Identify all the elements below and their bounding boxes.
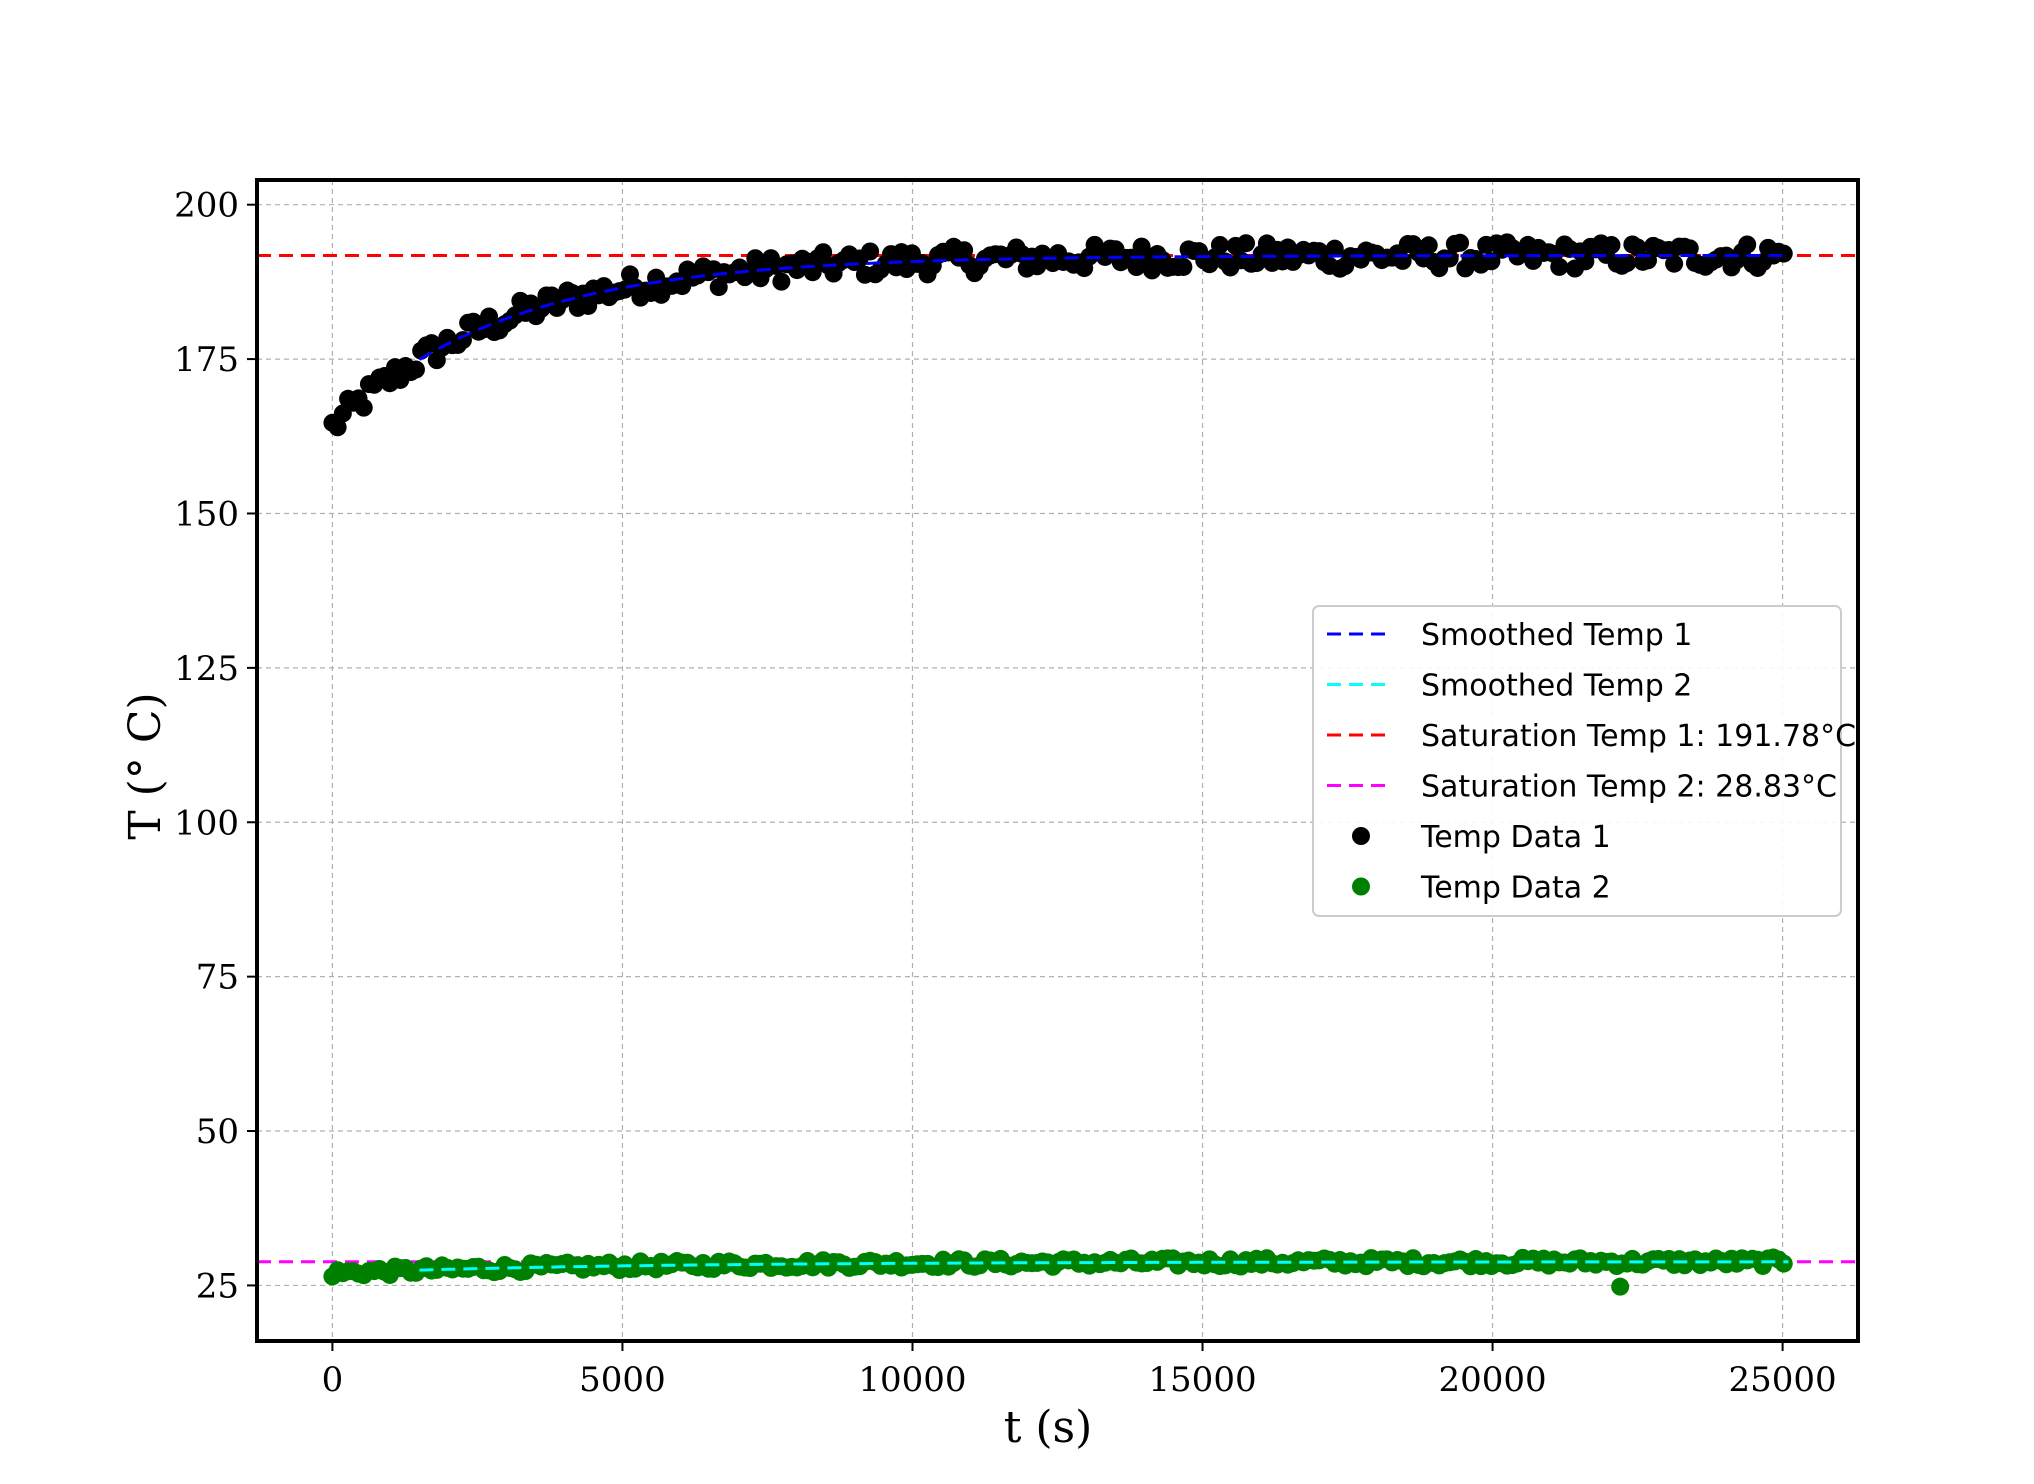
legend-label: Saturation Temp 1: 191.78°C: [1421, 719, 1856, 754]
y-tick-label: 150: [174, 494, 239, 534]
y-tick-label: 25: [196, 1266, 239, 1306]
data-point: [1665, 254, 1684, 273]
x-axis-ticks: 0 5000 10000 15000 20000 25000: [322, 1341, 1837, 1400]
data-point: [1132, 237, 1151, 256]
data-point: [1774, 1254, 1793, 1273]
data-point: [772, 272, 791, 291]
legend-label: Temp Data 1: [1420, 820, 1611, 855]
y-tick-label: 200: [174, 186, 239, 226]
smoothed-temp-2-line: [419, 1260, 1789, 1272]
data-point: [1325, 239, 1344, 258]
data-point: [1210, 235, 1229, 254]
y-tick-label: 175: [174, 340, 239, 380]
data-point: [1611, 1277, 1630, 1296]
plot-frame: [255, 178, 1860, 1343]
data-point: [1174, 257, 1193, 276]
data-point: [480, 307, 499, 326]
data-point: [1738, 235, 1757, 254]
y-axis-ticks: 25 50 75 100 125 150 175 200: [174, 186, 257, 1306]
data-point: [861, 242, 880, 261]
data-point: [1774, 244, 1793, 263]
legend-box: [1312, 605, 1842, 917]
data-point: [354, 398, 373, 417]
legend-label: Smoothed Temp 1: [1421, 618, 1692, 653]
data-point: [406, 360, 425, 379]
x-tick-label: 20000: [1438, 1360, 1546, 1400]
data-point: [1680, 239, 1699, 258]
y-tick-label: 50: [196, 1112, 239, 1152]
data-point: [1451, 233, 1470, 252]
legend-label: Saturation Temp 2: 28.83°C: [1421, 770, 1837, 805]
x-tick-label: 15000: [1148, 1360, 1256, 1400]
data-point: [328, 418, 347, 437]
plot-area: [257, 233, 1858, 1296]
legend-entry: Saturation Temp 2: 28.83°C: [1327, 770, 1837, 805]
x-tick-label: 0: [322, 1360, 344, 1400]
y-axis-label: T (° C): [120, 692, 171, 839]
x-tick-label: 10000: [858, 1360, 966, 1400]
data-point: [1602, 236, 1621, 255]
data-point: [1419, 236, 1438, 255]
data-point: [1550, 257, 1569, 276]
data-point: [1440, 249, 1459, 268]
x-axis-label: t (s): [1004, 1402, 1093, 1453]
y-tick-label: 75: [196, 958, 239, 998]
data-point: [1237, 234, 1256, 253]
x-tick-label: 5000: [579, 1360, 666, 1400]
smoothed-temp-1-line: [418, 254, 1789, 361]
legend-entry: Temp Data 1: [1352, 820, 1611, 855]
legend-marker-swatch: [1352, 827, 1370, 845]
legend-label: Smoothed Temp 2: [1421, 669, 1692, 704]
x-tick-label: 25000: [1729, 1360, 1837, 1400]
data-point: [955, 241, 974, 260]
data-point: [1628, 238, 1647, 257]
legend-marker-swatch: [1352, 877, 1370, 896]
y-tick-label: 100: [174, 803, 239, 843]
legend-entry: Temp Data 2: [1352, 871, 1611, 906]
legend-label: Temp Data 2: [1420, 871, 1611, 906]
data-point: [709, 278, 728, 297]
legend-entry: Smoothed Temp 2: [1327, 669, 1692, 704]
data-point: [1618, 254, 1637, 273]
legend: Smoothed Temp 1 Smoothed Temp 2 Saturation…: [1312, 605, 1856, 917]
y-tick-label: 125: [174, 649, 239, 689]
legend-entry: Smoothed Temp 1: [1327, 618, 1692, 653]
legend-entry: Saturation Temp 1: 191.78°C: [1327, 719, 1856, 754]
